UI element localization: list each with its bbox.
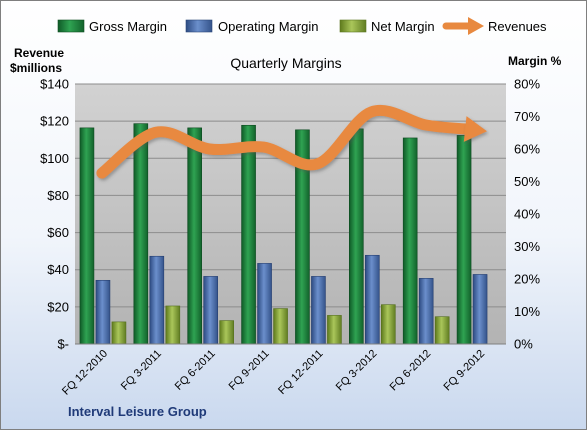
bar-net-margin (381, 304, 396, 345)
right-tick-label: 50% (514, 174, 540, 189)
left-tick-label: $40 (47, 262, 69, 277)
right-axis-label: Margin % (508, 54, 562, 68)
company-footer-label: Interval Leisure Group (68, 404, 207, 419)
legend: Gross Margin Operating Margin Net Margin… (57, 17, 547, 35)
left-axis-ticks: $- $20 $40 $60 $80 $100 $120 $140 (40, 77, 69, 352)
revenue-line-series (96, 104, 487, 179)
bar-operating-margin (365, 254, 380, 345)
legend-item-revenues: Revenues (442, 17, 547, 35)
bar-net-margin (273, 308, 288, 345)
right-tick-label: 80% (514, 77, 540, 92)
bar-gross-margin (456, 135, 472, 345)
legend-label-revenues: Revenues (488, 19, 547, 34)
legend-swatch-operating-margin (185, 19, 213, 33)
legend-swatch-gross-margin (57, 19, 85, 33)
left-tick-label: $120 (40, 114, 69, 129)
left-axis-label-line1: Revenue (14, 46, 64, 60)
left-tick-label: $60 (47, 225, 69, 240)
right-axis-ticks: 0% 10% 20% 30% 40% 50% 60% 70% 80% (514, 77, 540, 352)
bar-operating-margin (418, 278, 434, 345)
bar-gross-margin (241, 124, 256, 345)
bar-operating-margin (149, 255, 165, 345)
legend-label-operating-margin: Operating Margin (218, 19, 318, 34)
bar-gross-margin (349, 128, 364, 345)
legend-item-net-margin: Net Margin (339, 19, 435, 34)
right-tick-label: 10% (514, 304, 540, 319)
bar-operating-margin (311, 276, 326, 345)
bar-gross-margin (402, 137, 418, 345)
right-tick-label: 0% (514, 337, 533, 352)
bar-operating-margin (95, 279, 111, 345)
bar-gross-margin (79, 127, 95, 345)
right-tick-label: 40% (514, 207, 540, 222)
legend-label-net-margin: Net Margin (371, 19, 435, 34)
revenue-arrow-head (463, 116, 487, 142)
bar-series (79, 123, 488, 345)
bar-operating-margin (257, 263, 272, 345)
left-axis-label-line2: $millions (10, 61, 62, 75)
left-tick-label: $140 (40, 77, 69, 92)
legend-item-operating-margin: Operating Margin (185, 19, 318, 34)
legend-label-gross-margin: Gross Margin (89, 19, 167, 34)
right-tick-label: 60% (514, 142, 540, 157)
bar-net-margin (327, 315, 342, 345)
legend-item-gross-margin: Gross Margin (57, 19, 167, 34)
legend-swatch-net-margin (339, 19, 367, 33)
bar-net-margin (219, 320, 234, 345)
bar-net-margin (165, 305, 181, 345)
legend-swatch-revenues (442, 17, 484, 35)
bar-gross-margin (187, 127, 202, 345)
left-tick-label: $100 (40, 151, 69, 166)
bar-operating-margin (472, 274, 488, 345)
bar-gross-margin (133, 123, 149, 345)
bar-operating-margin (203, 276, 218, 345)
left-tick-label: $80 (47, 188, 69, 203)
bar-net-margin (111, 321, 127, 345)
right-tick-label: 20% (514, 272, 540, 287)
revenue-line (96, 104, 472, 179)
left-tick-label: $20 (47, 299, 69, 314)
right-tick-label: 30% (514, 239, 540, 254)
right-tick-label: 70% (514, 109, 540, 124)
left-tick-label: $- (57, 337, 69, 352)
chart-title: Quarterly Margins (230, 55, 341, 71)
bar-net-margin (434, 316, 450, 345)
